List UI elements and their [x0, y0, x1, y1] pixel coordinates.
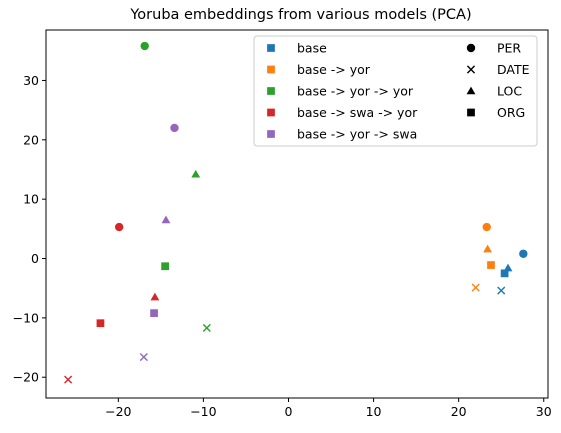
y-tick-label: 0	[31, 251, 39, 266]
legend-series-label: base -> yor	[297, 62, 371, 77]
legend-series-label: base -> swa -> yor	[297, 105, 418, 120]
y-tick-label: 30	[23, 73, 39, 88]
data-point-4-org-square-marker	[150, 309, 158, 317]
legend-frame	[253, 35, 538, 147]
x-tick-label: 10	[366, 404, 382, 419]
data-point-0-date-x-marker	[497, 286, 506, 295]
legend-series-square-marker	[267, 65, 275, 74]
legend: base base -> yor base -> yor -> yor base ->…	[253, 35, 538, 147]
legend-series-square-marker	[267, 44, 275, 52]
data-point-3-per-circle-marker	[114, 222, 124, 232]
data-point-4-per-circle-marker	[170, 123, 179, 133]
data-point-3-date-x-marker	[64, 375, 73, 384]
legend-series-label: base	[297, 41, 327, 56]
x-tick-label: −10	[190, 404, 216, 419]
data-point-1-per-circle-marker	[482, 222, 491, 232]
data-point-4-date-x-marker	[139, 352, 148, 362]
data-point-2-per-circle-marker	[140, 41, 149, 51]
legend-category-label: DATE	[497, 62, 530, 77]
legend-category-label: LOC	[497, 84, 522, 99]
data-point-1-loc-triangle-marker	[483, 244, 492, 253]
axes-frame	[45, 29, 549, 399]
data-point-2-date-x-marker	[202, 323, 211, 333]
data-point-3-loc-triangle-marker	[150, 292, 160, 301]
data-point-0-loc-triangle-marker	[503, 263, 513, 272]
data-point-0-org-square-marker	[500, 269, 509, 278]
y-tick-label: 20	[23, 132, 39, 147]
legend-series-label: base -> yor -> yor	[297, 84, 414, 99]
chart-title: Yoruba embeddings from various models (P…	[129, 7, 471, 23]
data-point-4-loc-triangle-marker	[161, 215, 171, 224]
data-point-3-org-square-marker	[96, 319, 105, 328]
data-point-2-loc-triangle-marker	[191, 169, 201, 178]
x-tick-label: 0	[285, 404, 293, 419]
x-tick-label: −20	[105, 404, 131, 419]
y-tick-label: −20	[13, 370, 39, 385]
data-point-1-org-square-marker	[487, 261, 495, 269]
legend-series-square-marker	[267, 87, 275, 95]
y-tick-label: 10	[23, 192, 39, 207]
x-tick-label: 20	[451, 404, 467, 419]
legend-series-square-marker	[267, 130, 275, 138]
legend-series-label: base -> yor -> swa	[297, 127, 417, 142]
legend-circle-marker	[466, 43, 476, 53]
data-point-0-per-circle-marker	[519, 249, 528, 258]
legend-series-square-marker	[267, 108, 275, 117]
legend-x-marker	[466, 65, 476, 74]
data-point-1-date-x-marker	[471, 283, 480, 292]
y-tick-label: −10	[13, 310, 39, 325]
legend-square-marker	[467, 108, 475, 117]
legend-category-label: ORG	[497, 105, 525, 120]
data-point-2-org-square-marker	[161, 262, 169, 271]
legend-triangle-marker	[466, 86, 476, 95]
legend-category-label: PER	[497, 41, 521, 56]
x-tick-label: 30	[536, 404, 552, 419]
